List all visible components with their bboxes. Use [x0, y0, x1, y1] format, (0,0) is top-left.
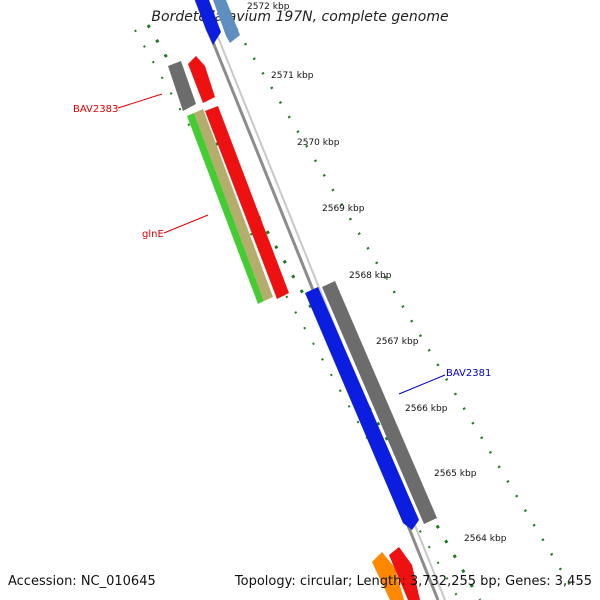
- gene-bav2381-blue: [305, 287, 419, 530]
- gene-bav2383-grey: [168, 61, 196, 111]
- gene-glne-green: [187, 113, 264, 304]
- gene-bav2383-red: [188, 56, 215, 103]
- gene-bottom-red: [389, 547, 420, 600]
- bav2383-leader-line: [117, 93, 163, 109]
- gene-glne-olive: [194, 109, 273, 301]
- gene-label-glne: glnE: [142, 229, 164, 240]
- kbp-tick-label: 2569 kbp: [322, 204, 365, 214]
- bav2381-leader-line: [398, 374, 446, 395]
- gene-bottom-orange: [372, 552, 404, 600]
- gene-top-blue: [195, 0, 221, 45]
- gene-top-lightblue: [213, 0, 240, 43]
- gene-glne-red: [205, 106, 289, 299]
- gene-bav2381-grey: [322, 281, 437, 524]
- kbp-tick-label: 2564 kbp: [464, 534, 507, 544]
- kbp-tick-label: 2570 kbp: [297, 138, 340, 148]
- kbp-tick-label: 2567 kbp: [376, 337, 419, 347]
- genome-summary-label: Topology: circular; Length: 3,732,255 bp…: [234, 574, 592, 589]
- glne-leader-line: [163, 214, 209, 234]
- accession-label: Accession: NC_010645: [8, 574, 156, 589]
- kbp-tick-label: 2568 kbp: [349, 271, 392, 281]
- kbp-tick-label: 2565 kbp: [434, 469, 477, 479]
- kbp-tick-label: 2572 kbp: [247, 2, 290, 12]
- kbp-tick-label: 2566 kbp: [405, 404, 448, 414]
- kbp-tick-label: 2571 kbp: [271, 71, 314, 81]
- gene-label-bav2383: BAV2383: [73, 104, 118, 115]
- gene-label-bav2381: BAV2381: [446, 368, 491, 379]
